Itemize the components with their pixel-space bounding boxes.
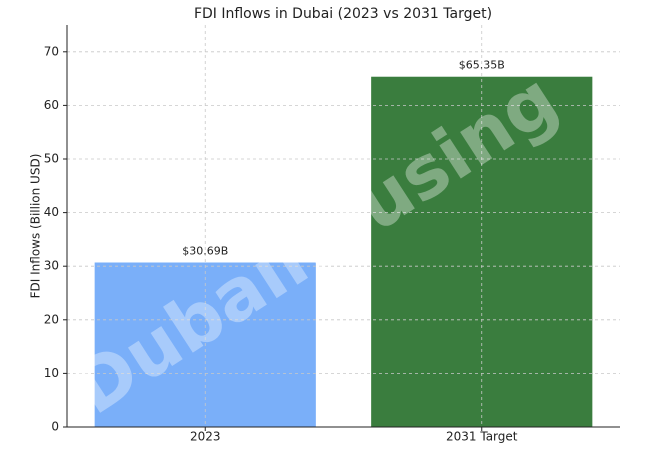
y-tick-label: 50: [44, 152, 59, 166]
x-tick-label: 2023: [190, 430, 221, 444]
value-label: $65.35B: [459, 59, 505, 72]
chart-title: FDI Inflows in Dubai (2023 vs 2031 Targe…: [194, 6, 492, 22]
y-tick-label: 20: [44, 312, 59, 326]
y-tick-label: 40: [44, 205, 59, 219]
y-tick-label: 10: [44, 366, 59, 380]
y-tick-label: 60: [44, 98, 59, 112]
y-tick-label: 30: [44, 259, 59, 273]
x-tick-label: 2031 Target: [446, 430, 518, 444]
y-tick-label: 0: [51, 420, 59, 434]
y-axis-label: FDI Inflows (Billion USD): [29, 154, 43, 299]
y-tick-label: 70: [44, 44, 59, 58]
value-label: $30.69B: [182, 245, 228, 258]
